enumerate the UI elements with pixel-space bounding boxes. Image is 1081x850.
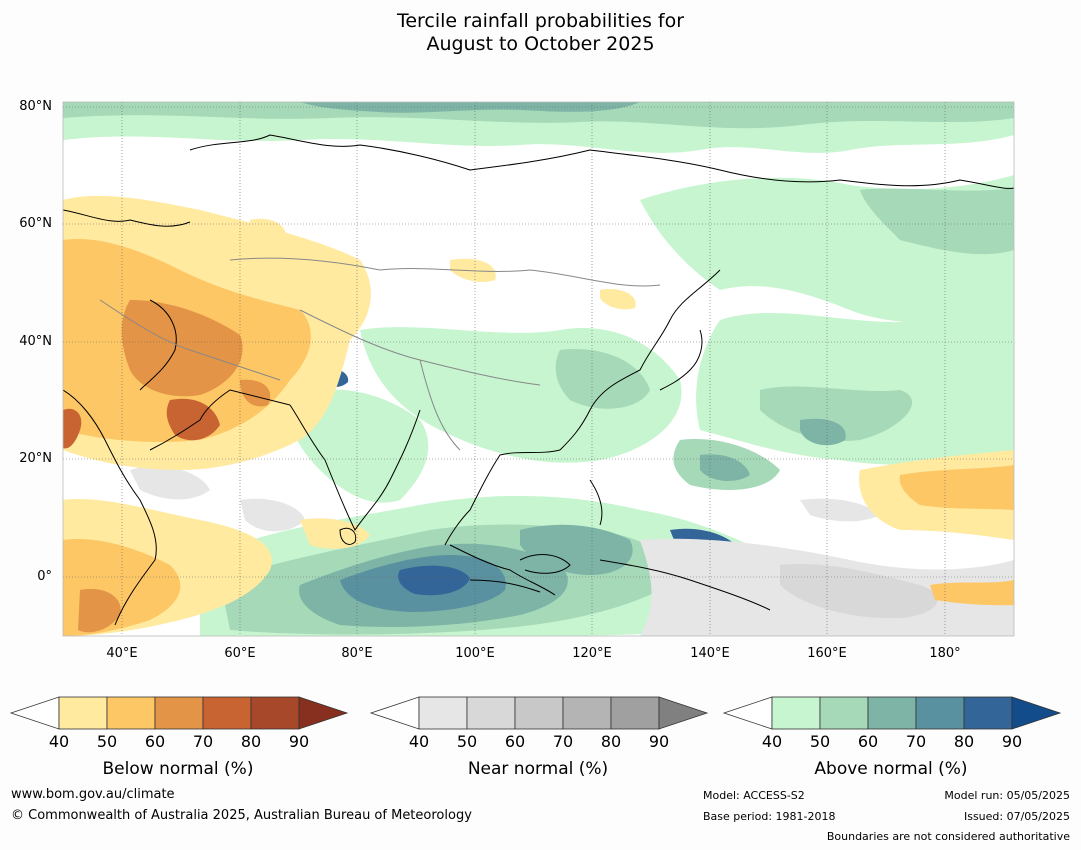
lon-label-120e: 120°E bbox=[572, 646, 612, 661]
colorbar-near-normal-tick: 60 bbox=[504, 732, 526, 751]
website-text: www.bom.gov.au/climate bbox=[11, 787, 175, 802]
colorbar-near-normal-tick: 40 bbox=[408, 732, 430, 751]
disclaimer-text: Boundaries are not considered authoritat… bbox=[826, 830, 1070, 843]
lat-label-60n: 60°N bbox=[19, 216, 52, 231]
colorbar-below-normal-tick: 80 bbox=[240, 732, 262, 751]
colorbar-above-normal-segment bbox=[867, 696, 917, 730]
colorbar-near-normal-segment bbox=[562, 696, 612, 730]
coastlines bbox=[63, 134, 1014, 626]
lon-label-180: 180° bbox=[929, 646, 961, 661]
colorbar-above-normal-segment bbox=[819, 696, 869, 730]
model-run-text: Model run: 05/05/2025 bbox=[944, 789, 1070, 802]
colorbar-above-normal-tick: 70 bbox=[905, 732, 927, 751]
colorbar-above-normal-title: Above normal (%) bbox=[814, 759, 968, 779]
colorbar-below-normal-segment bbox=[58, 696, 108, 730]
colorbar-above-normal-tick: 90 bbox=[1001, 732, 1023, 751]
colorbar-near-normal-segment bbox=[418, 696, 468, 730]
colorbar-above-normal-tick: 40 bbox=[761, 732, 783, 751]
issued-text: Issued: 07/05/2025 bbox=[963, 810, 1070, 823]
colorbar-near-normal-high-extend bbox=[658, 696, 709, 730]
colorbar-above-normal-tick: 60 bbox=[857, 732, 879, 751]
lat-label-0: 0° bbox=[37, 569, 52, 584]
colorbar-below-normal-tick: 40 bbox=[48, 732, 70, 751]
colorbar-below-normal bbox=[9, 696, 349, 730]
lat-label-40n: 40°N bbox=[19, 334, 52, 349]
colorbar-near-normal-tick: 90 bbox=[648, 732, 670, 751]
colorbars bbox=[9, 696, 1062, 730]
colorbar-near-normal bbox=[369, 696, 709, 730]
colorbar-near-normal-tick: 70 bbox=[552, 732, 574, 751]
lat-label-80n: 80°N bbox=[19, 99, 52, 114]
colorbar-near-normal-tick: 50 bbox=[456, 732, 478, 751]
colorbar-below-normal-title: Below normal (%) bbox=[102, 759, 254, 779]
map-title-line1: Tercile rainfall probabilities for bbox=[396, 10, 685, 32]
colorbar-near-normal-tick: 80 bbox=[600, 732, 622, 751]
colorbar-above-normal-tick: 50 bbox=[809, 732, 831, 751]
copyright-text: © Commonwealth of Australia 2025, Austra… bbox=[11, 808, 472, 823]
lon-label-140e: 140°E bbox=[690, 646, 730, 661]
country-borders bbox=[99, 257, 661, 451]
colorbar-above-normal-high-extend bbox=[1011, 696, 1062, 730]
lon-label-160e: 160°E bbox=[807, 646, 847, 661]
colorbar-above-normal-tick: 80 bbox=[953, 732, 975, 751]
lon-label-40e: 40°E bbox=[106, 646, 138, 661]
colorbar-below-normal-segment bbox=[154, 696, 204, 730]
colorbar-above-normal-segment bbox=[915, 696, 965, 730]
lat-label-20n: 20°N bbox=[19, 451, 52, 466]
lon-label-100e: 100°E bbox=[455, 646, 495, 661]
lon-label-60e: 60°E bbox=[224, 646, 256, 661]
colorbar-near-normal-title: Near normal (%) bbox=[467, 759, 609, 779]
colorbar-above-normal-segment bbox=[963, 696, 1013, 730]
colorbar-below-normal-segment bbox=[250, 696, 300, 730]
base-period-text: Base period: 1981-2018 bbox=[703, 810, 836, 823]
lon-label-80e: 80°E bbox=[341, 646, 373, 661]
colorbar-near-normal-segment bbox=[514, 696, 564, 730]
colorbar-near-normal-segment bbox=[610, 696, 660, 730]
colorbar-near-normal-low-extend bbox=[369, 696, 420, 730]
map-frame bbox=[62, 101, 1015, 637]
colorbar-below-normal-segment bbox=[202, 696, 252, 730]
colorbar-above-normal-segment bbox=[771, 696, 821, 730]
colorbar-below-normal-tick: 90 bbox=[288, 732, 310, 751]
colorbar-below-normal-tick: 50 bbox=[96, 732, 118, 751]
colorbar-above-normal bbox=[722, 696, 1062, 730]
colorbar-below-normal-tick: 60 bbox=[144, 732, 166, 751]
colorbar-below-normal-tick: 70 bbox=[192, 732, 214, 751]
colorbar-below-normal-low-extend bbox=[9, 696, 60, 730]
colorbar-below-normal-high-extend bbox=[298, 696, 349, 730]
graticule bbox=[63, 102, 1014, 636]
map-title-line2: August to October 2025 bbox=[426, 33, 655, 55]
colorbar-near-normal-segment bbox=[466, 696, 516, 730]
colorbar-above-normal-low-extend bbox=[722, 696, 773, 730]
probability-shading bbox=[63, 102, 1014, 636]
model-text: Model: ACCESS-S2 bbox=[703, 789, 805, 802]
colorbar-below-normal-segment bbox=[106, 696, 156, 730]
